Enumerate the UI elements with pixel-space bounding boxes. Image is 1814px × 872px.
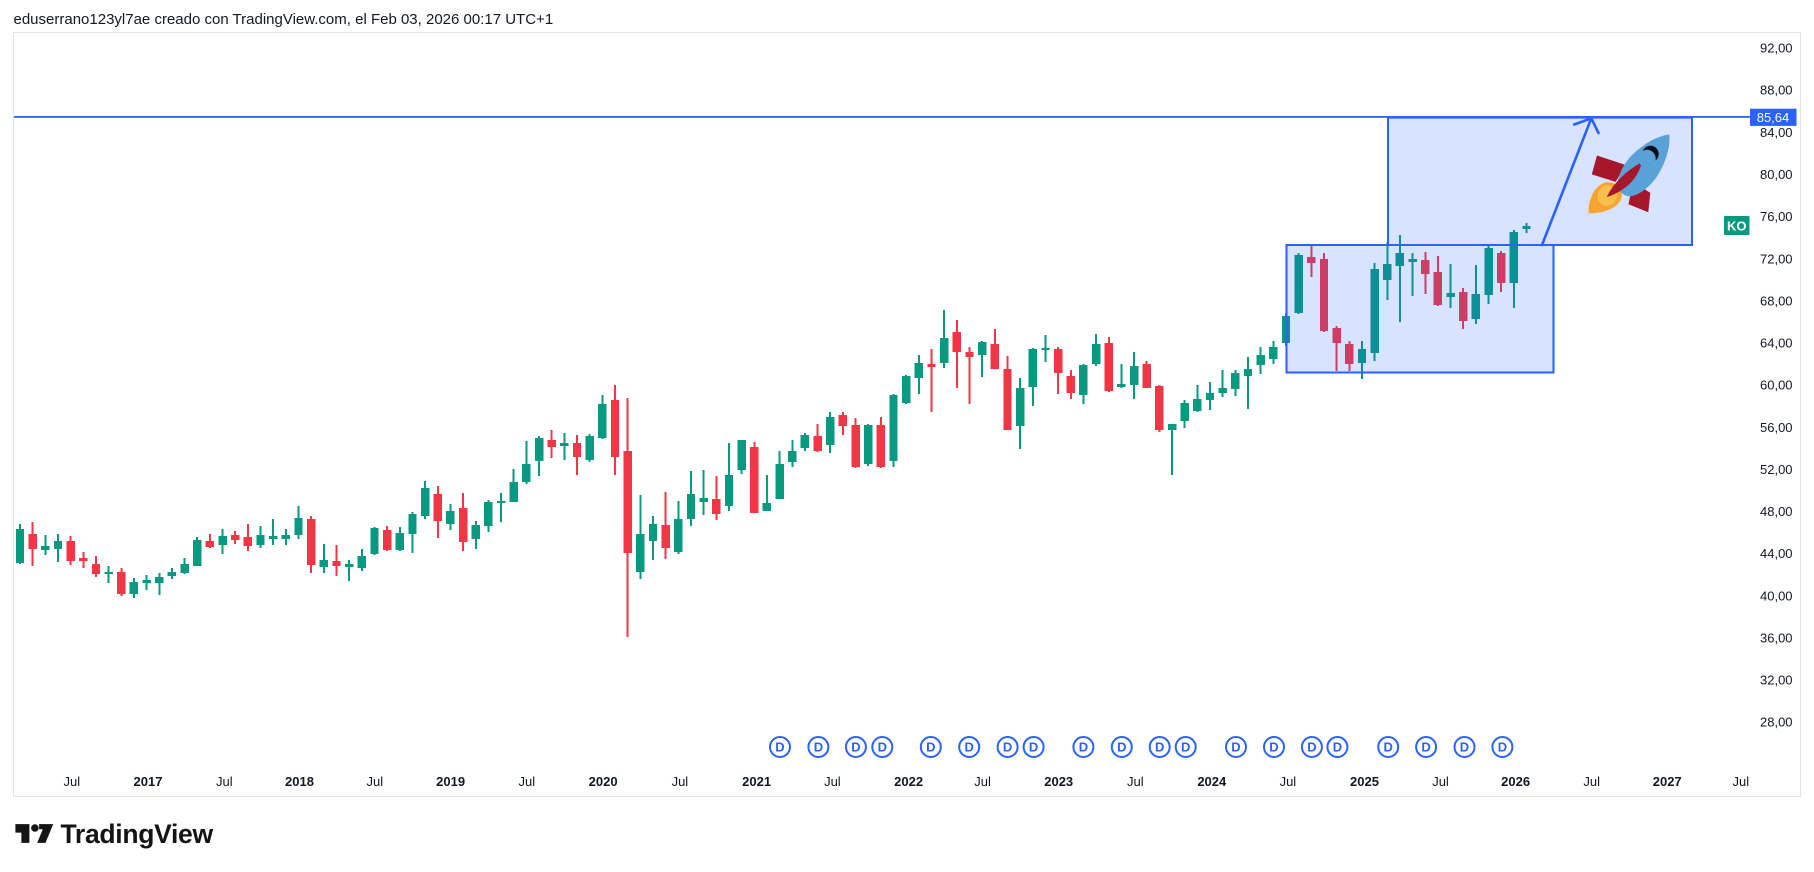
svg-text:D: D — [1003, 740, 1012, 755]
svg-text:D: D — [1460, 740, 1469, 755]
svg-text:2024: 2024 — [1197, 774, 1227, 789]
svg-text:D: D — [1269, 740, 1278, 755]
svg-text:D: D — [1307, 740, 1316, 755]
svg-text:44,00: 44,00 — [1760, 546, 1793, 561]
svg-text:D: D — [1117, 740, 1126, 755]
svg-text:Jul: Jul — [1432, 774, 1449, 789]
svg-text:2017: 2017 — [134, 774, 163, 789]
svg-text:D: D — [965, 740, 974, 755]
svg-text:Jul: Jul — [366, 774, 383, 789]
svg-text:64,00: 64,00 — [1760, 336, 1793, 351]
svg-text:D: D — [1029, 740, 1038, 755]
svg-text:2025: 2025 — [1350, 774, 1379, 789]
svg-text:D: D — [878, 740, 887, 755]
svg-text:Jul: Jul — [1583, 774, 1600, 789]
svg-text:D: D — [926, 740, 935, 755]
svg-text:TradingView: TradingView — [61, 819, 214, 849]
svg-text:28,00: 28,00 — [1760, 715, 1793, 730]
svg-text:Jul: Jul — [824, 774, 841, 789]
svg-text:D: D — [851, 740, 860, 755]
svg-text:2021: 2021 — [742, 774, 771, 789]
svg-text:D: D — [1155, 740, 1164, 755]
svg-text:Jul: Jul — [63, 774, 80, 789]
svg-text:2027: 2027 — [1653, 774, 1682, 789]
svg-text:76,00: 76,00 — [1760, 209, 1793, 224]
svg-text:D: D — [775, 740, 784, 755]
svg-text:D: D — [1181, 740, 1190, 755]
svg-text:36,00: 36,00 — [1760, 630, 1793, 645]
svg-text:92,00: 92,00 — [1760, 41, 1793, 56]
svg-text:Jul: Jul — [672, 774, 689, 789]
svg-text:eduserrano123yl7ae creado con: eduserrano123yl7ae creado con TradingVie… — [14, 11, 554, 28]
svg-text:D: D — [1079, 740, 1088, 755]
svg-text:52,00: 52,00 — [1760, 462, 1793, 477]
svg-text:D: D — [1333, 740, 1342, 755]
svg-text:2018: 2018 — [285, 774, 314, 789]
svg-text:85,64: 85,64 — [1757, 110, 1790, 125]
svg-text:Jul: Jul — [1732, 774, 1749, 789]
svg-text:KO: KO — [1727, 219, 1747, 234]
svg-text:D: D — [1421, 740, 1430, 755]
svg-text:88,00: 88,00 — [1760, 83, 1793, 98]
svg-text:Jul: Jul — [974, 774, 991, 789]
svg-text:56,00: 56,00 — [1760, 420, 1793, 435]
svg-text:Jul: Jul — [216, 774, 233, 789]
svg-text:2022: 2022 — [894, 774, 923, 789]
svg-text:D: D — [814, 740, 823, 755]
svg-text:60,00: 60,00 — [1760, 378, 1793, 393]
svg-text:72,00: 72,00 — [1760, 251, 1793, 266]
svg-text:2026: 2026 — [1501, 774, 1530, 789]
svg-text:D: D — [1498, 740, 1507, 755]
svg-text:68,00: 68,00 — [1760, 293, 1793, 308]
svg-text:32,00: 32,00 — [1760, 673, 1793, 688]
svg-text:Jul: Jul — [1280, 774, 1297, 789]
svg-text:D: D — [1231, 740, 1240, 755]
svg-text:2023: 2023 — [1044, 774, 1073, 789]
svg-text:2020: 2020 — [589, 774, 618, 789]
svg-text:D: D — [1384, 740, 1393, 755]
svg-text:Jul: Jul — [1127, 774, 1144, 789]
svg-text:84,00: 84,00 — [1760, 125, 1793, 140]
svg-text:2019: 2019 — [436, 774, 465, 789]
svg-text:80,00: 80,00 — [1760, 167, 1793, 182]
svg-text:40,00: 40,00 — [1760, 588, 1793, 603]
svg-text:48,00: 48,00 — [1760, 504, 1793, 519]
svg-text:Jul: Jul — [518, 774, 535, 789]
